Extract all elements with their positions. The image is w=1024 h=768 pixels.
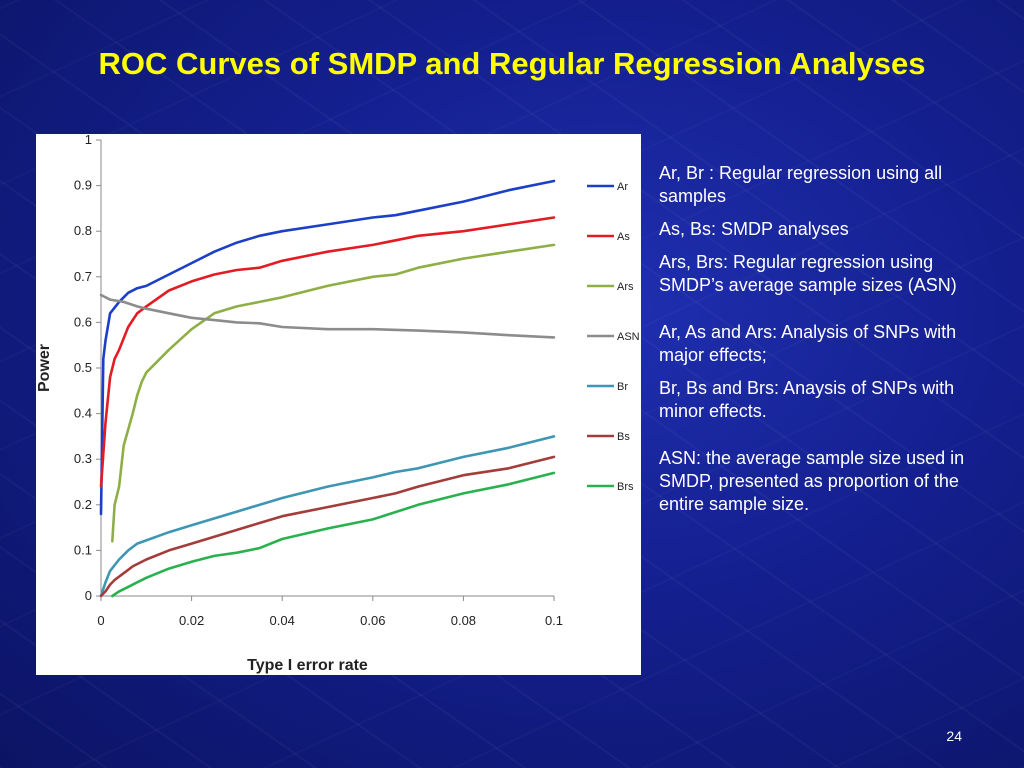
series-line-brs xyxy=(111,471,556,598)
x-tick-label: 0 xyxy=(97,613,104,628)
roc-chart: 0 0.1 0.2 0.3 0.4 0.5 0.6 0.7 0.8 0.9 1 0 0.02 0.04 0.… xyxy=(36,134,640,674)
note-asn-definition: ASN: the average sample size used in SMD… xyxy=(659,448,965,514)
legend-notes: Ar, Br : Regular regression using all sa… xyxy=(659,162,989,526)
series-line-as xyxy=(99,216,556,488)
legend-label-ars: Ars xyxy=(617,281,634,293)
note-smdp-analyses: As, Bs: SMDP analyses xyxy=(659,219,849,239)
legend-label-as: As xyxy=(617,231,630,243)
y-tick-label: 0.6 xyxy=(74,314,92,329)
y-tick-label: 0.8 xyxy=(74,223,92,238)
legend-label-ar: Ar xyxy=(617,181,628,193)
x-tick-label: 0.1 xyxy=(545,613,563,628)
y-tick-label: 0.4 xyxy=(74,406,92,421)
y-tick-label: 0.2 xyxy=(74,497,92,512)
series-line-ar xyxy=(99,179,556,516)
x-tick-label: 0.04 xyxy=(270,613,295,628)
y-tick-label: 0.5 xyxy=(74,360,92,375)
note-asn-regression: Ars, Brs: Regular regression using SMDP’… xyxy=(659,252,957,295)
legend-label-asn: ASN xyxy=(617,331,640,343)
y-tick-label: 0.9 xyxy=(74,178,92,193)
chart-panel: 0 0.1 0.2 0.3 0.4 0.5 0.6 0.7 0.8 0.9 1 0 0.02 0.04 0.… xyxy=(36,134,641,675)
x-tick-label: 0.02 xyxy=(179,613,204,628)
y-tick-label: 0.7 xyxy=(74,269,92,284)
series-line-bs xyxy=(99,455,556,598)
y-tick-label: 0.3 xyxy=(74,451,92,466)
x-tick-label: 0.08 xyxy=(451,613,476,628)
slide-title: ROC Curves of SMDP and Regular Regressio… xyxy=(98,46,926,81)
note-major-effects: Ar, As and Ars: Analysis of SNPs with ma… xyxy=(659,322,957,365)
legend-label-br: Br xyxy=(617,381,628,393)
series-line-br xyxy=(99,435,556,598)
x-tick-label: 0.06 xyxy=(360,613,385,628)
series-line-ars xyxy=(111,243,556,543)
y-tick-label: 0 xyxy=(85,588,92,603)
series-line-asn xyxy=(99,293,556,339)
x-axis-title: Type I error rate xyxy=(247,657,368,674)
note-regular-regression: Ar, Br : Regular regression using all sa… xyxy=(659,163,943,206)
note-minor-effects: Br, Bs and Brs: Anaysis of SNPs with min… xyxy=(659,378,955,421)
page-number: 24 xyxy=(946,728,962,744)
y-tick-label: 1 xyxy=(85,134,92,147)
y-axis-title: Power xyxy=(36,344,53,392)
y-tick-label: 0.1 xyxy=(74,542,92,557)
legend-label-bs: Bs xyxy=(617,431,630,443)
legend-label-brs: Brs xyxy=(617,481,634,493)
